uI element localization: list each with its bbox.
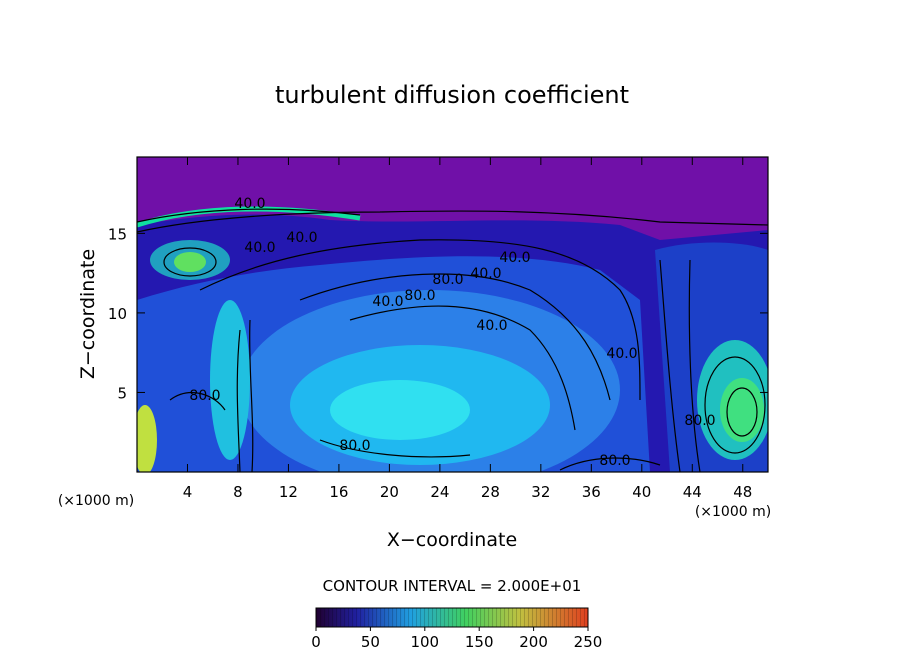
x-unit: (×1000 m) — [695, 504, 771, 520]
contour-label: 80.0 — [432, 272, 463, 288]
colorbar-frame — [315, 607, 589, 628]
colorbar-tick-label: 200 — [519, 633, 548, 651]
x-tick-label: 40 — [632, 483, 651, 501]
x-tick-label: 24 — [430, 483, 449, 501]
colorbar-tick-label: 100 — [410, 633, 439, 651]
y-axis-label: Z−coordinate — [77, 249, 99, 379]
contour-label: 80.0 — [684, 413, 715, 429]
plot-frame — [136, 156, 769, 473]
x-tick-label: 4 — [183, 483, 193, 501]
colorbar-tick-label: 50 — [361, 633, 380, 651]
contour-label: 80.0 — [599, 453, 630, 469]
x-tick-label: 48 — [733, 483, 752, 501]
x-axis-label: X−coordinate — [387, 529, 517, 551]
contour-label: 40.0 — [372, 294, 403, 310]
y-tick-label: 15 — [108, 225, 127, 243]
colorbar-tick-label: 250 — [574, 633, 603, 651]
contour-label: 80.0 — [189, 388, 220, 404]
x-unit: (×1000 m) — [58, 493, 134, 509]
contour-label: 40.0 — [244, 240, 275, 256]
x-tick-label: 16 — [329, 483, 348, 501]
colorbar-tick-label: 0 — [311, 633, 321, 651]
y-tick-label: 5 — [117, 384, 127, 402]
contour-label: 80.0 — [339, 438, 370, 454]
x-tick-label: 36 — [582, 483, 601, 501]
x-tick-label: 28 — [481, 483, 500, 501]
contour-label: 40.0 — [286, 230, 317, 246]
x-tick-label: 44 — [683, 483, 702, 501]
contour-label: 40.0 — [499, 250, 530, 266]
contour-interval: CONTOUR INTERVAL = 2.000E+01 — [323, 577, 582, 595]
field — [137, 157, 768, 472]
contour-label: 40.0 — [606, 346, 637, 362]
contour-label: 40.0 — [476, 318, 507, 334]
x-tick-label: 32 — [531, 483, 550, 501]
contour-label: 40.0 — [234, 196, 265, 212]
contour-label: 40.0 — [470, 266, 501, 282]
y-tick-label: 10 — [108, 305, 127, 323]
x-tick-label: 8 — [233, 483, 243, 501]
colorbar-tick-label: 150 — [465, 633, 494, 651]
contour-label: 80.0 — [404, 288, 435, 304]
colorbar-lines — [316, 608, 588, 627]
chart-title: turbulent diffusion coefficient — [275, 81, 629, 109]
x-tick-label: 12 — [279, 483, 298, 501]
x-tick-label: 20 — [380, 483, 399, 501]
